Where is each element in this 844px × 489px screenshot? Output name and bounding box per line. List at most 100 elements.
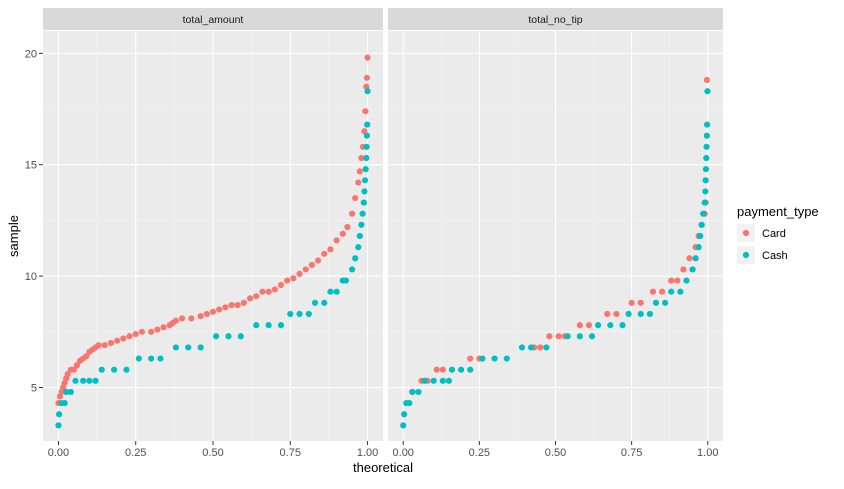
data-point-cash <box>342 277 350 284</box>
data-point-cash <box>701 199 708 206</box>
data-point-cash <box>625 310 632 318</box>
data-point-cash <box>361 177 369 184</box>
data-point-card <box>674 277 681 284</box>
facet-strip-label: total_no_tip <box>528 14 582 26</box>
data-point-cash <box>362 166 369 173</box>
x-tick-label: 0.75 <box>621 447 642 459</box>
data-point-card <box>363 74 371 81</box>
data-point-card <box>637 299 644 306</box>
data-point-card <box>358 154 365 162</box>
data-point-cash <box>311 299 319 306</box>
data-point-card <box>120 335 127 342</box>
data-point-cash <box>225 333 232 340</box>
data-point-card <box>197 313 204 320</box>
data-point-card <box>271 286 278 293</box>
data-point-cash <box>355 244 362 251</box>
data-point-cash <box>702 177 709 184</box>
data-point-card <box>302 266 309 273</box>
x-tick-label: 0.00 <box>393 447 414 459</box>
data-point-card <box>172 317 180 324</box>
data-point-cash <box>356 232 363 240</box>
data-point-card <box>296 270 303 277</box>
data-point-cash <box>697 232 704 240</box>
data-point-cash <box>92 377 99 384</box>
data-point-cash <box>63 388 70 396</box>
data-point-card <box>222 304 229 311</box>
data-point-cash <box>321 299 328 306</box>
x-tick-label: 0.50 <box>545 447 566 459</box>
data-point-cash <box>683 277 690 284</box>
data-point-card <box>188 315 195 322</box>
data-point-cash <box>352 255 359 262</box>
data-point-cash <box>253 322 260 329</box>
data-point-cash <box>55 422 62 429</box>
legend-title: payment_type <box>737 204 819 219</box>
x-tick-label: 0.00 <box>48 447 69 459</box>
data-point-cash <box>277 322 285 329</box>
data-point-cash <box>212 333 220 340</box>
data-point-card <box>348 210 356 217</box>
data-point-card <box>114 337 121 344</box>
x-tick-label: 0.75 <box>280 447 301 459</box>
data-point-card <box>585 322 593 329</box>
x-tick-label: 1.00 <box>697 447 718 459</box>
data-point-cash <box>543 344 550 351</box>
data-point-card <box>265 288 272 295</box>
data-point-card <box>178 315 186 322</box>
data-point-cash <box>607 322 614 329</box>
x-tick-label: 0.25 <box>469 447 490 459</box>
data-point-card <box>277 281 285 289</box>
data-point-card <box>154 326 161 333</box>
data-point-card <box>234 301 241 309</box>
data-point-card <box>658 288 666 295</box>
data-point-cash <box>401 411 408 418</box>
data-point-card <box>73 362 81 369</box>
data-point-card <box>101 342 108 349</box>
data-point-card <box>228 301 235 309</box>
data-point-card <box>339 230 346 237</box>
data-point-cash <box>445 377 453 384</box>
legend-key-cash <box>742 251 750 259</box>
data-point-card <box>253 293 260 300</box>
data-point-cash <box>698 221 705 228</box>
data-point-cash <box>55 411 63 418</box>
data-point-cash <box>148 355 155 362</box>
data-point-card <box>555 333 562 340</box>
y-tick-label: 5 <box>31 383 37 395</box>
data-point-card <box>604 310 611 318</box>
data-point-cash <box>363 143 370 150</box>
data-point-cash <box>287 310 294 318</box>
data-point-card <box>216 306 223 313</box>
data-point-cash <box>700 210 707 217</box>
data-point-card <box>64 371 71 378</box>
data-point-card <box>284 277 291 284</box>
data-point-cash <box>361 188 368 195</box>
facet-strip <box>388 8 723 30</box>
legend-label-card: Card <box>762 228 786 240</box>
data-point-card <box>344 223 351 231</box>
data-point-card <box>314 257 322 264</box>
data-point-cash <box>72 377 79 384</box>
data-point-cash <box>637 310 644 318</box>
data-point-card <box>613 310 620 318</box>
data-point-cash <box>703 143 710 150</box>
data-point-cash <box>430 377 437 384</box>
data-point-cash <box>576 333 583 340</box>
data-point-cash <box>86 377 93 384</box>
data-point-cash <box>528 344 535 351</box>
data-point-card <box>83 353 90 360</box>
data-point-card <box>321 250 328 257</box>
x-tick-label: 1.00 <box>357 447 378 459</box>
data-point-cash <box>98 366 105 373</box>
facet-strip-label: total_amount <box>183 14 244 26</box>
data-point-card <box>352 195 359 202</box>
data-point-card <box>160 324 167 331</box>
data-point-cash <box>619 322 626 329</box>
data-point-cash <box>703 132 710 139</box>
x-tick-label: 0.50 <box>202 447 223 459</box>
data-point-cash <box>363 154 370 162</box>
data-point-cash <box>448 366 456 373</box>
data-point-cash <box>652 299 660 306</box>
